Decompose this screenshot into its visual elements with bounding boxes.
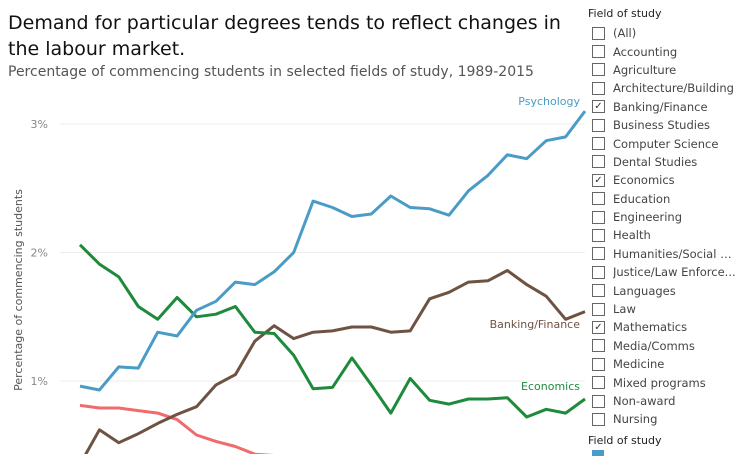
- filter-item-label: Mixed programs: [613, 375, 706, 390]
- filter-checkbox[interactable]: ✓: [592, 100, 605, 114]
- filter-item-label: Languages: [613, 283, 676, 298]
- filter-checkbox[interactable]: [592, 192, 605, 206]
- filter-checkbox[interactable]: [592, 137, 605, 151]
- legend-swatch: [592, 450, 604, 456]
- series-line-mathematics: [79, 403, 275, 454]
- filter-item[interactable]: ✓ Economics: [588, 171, 736, 189]
- filter-checkbox[interactable]: [592, 339, 605, 353]
- filter-checkbox[interactable]: [592, 210, 605, 224]
- filter-item-label: Dental Studies: [613, 154, 698, 169]
- filter-checkbox[interactable]: [592, 155, 605, 169]
- filter-checkbox[interactable]: [592, 26, 605, 40]
- filter-checkbox[interactable]: [592, 302, 605, 316]
- filter-item-label: Engineering: [613, 210, 682, 225]
- filter-item-label: Nursing: [613, 412, 658, 427]
- field-of-study-filter: Field of study (All) Accounting Agricultur…: [588, 6, 736, 447]
- filter-item[interactable]: Architecture/Building: [588, 79, 736, 97]
- filter-item[interactable]: Justice/Law Enforce...: [588, 263, 736, 281]
- filter-checkbox[interactable]: [592, 394, 605, 408]
- filter-item[interactable]: ✓ Mathematics: [588, 318, 736, 336]
- filter-item-label: Non-award: [613, 394, 676, 408]
- filter-item-label: Agriculture: [613, 62, 677, 77]
- y-axis-label: Percentage of commencing students: [12, 189, 25, 391]
- chart-subtitle: Percentage of commencing students in sel…: [8, 64, 534, 80]
- filter-item[interactable]: Engineering: [588, 208, 736, 226]
- filter-item-label: Accounting: [613, 44, 678, 59]
- filter-item[interactable]: ✓ Banking/Finance: [588, 98, 736, 116]
- y-tick-label: 1%: [31, 375, 48, 388]
- legend-header: Field of study: [588, 433, 662, 447]
- filter-item[interactable]: Non-award: [588, 392, 736, 410]
- filter-checkbox[interactable]: [592, 118, 605, 132]
- filter-item[interactable]: Mixed programs: [588, 373, 736, 391]
- filter-checkbox[interactable]: [592, 63, 605, 77]
- filter-checkbox[interactable]: [592, 81, 605, 95]
- filter-item[interactable]: Education: [588, 190, 736, 208]
- filter-item-label: Business Studies: [613, 118, 711, 133]
- filter-item-label: Law: [613, 302, 636, 317]
- series-label: Economics: [521, 380, 580, 393]
- filter-item-label: (All): [613, 26, 637, 41]
- line-chart: 1% 2% 3% Percentage of commencing students P…: [12, 95, 587, 454]
- filter-item[interactable]: Law: [588, 300, 736, 318]
- y-tick-label: 2%: [31, 247, 48, 260]
- y-tick-label: 3%: [31, 118, 48, 131]
- filter-item-label: Humanities/Social Sc...: [613, 246, 736, 261]
- filter-item-label: Mathematics: [613, 320, 688, 335]
- series-label: Psychology: [518, 95, 580, 108]
- series-label: Banking/Finance: [490, 318, 581, 331]
- filter-item[interactable]: Health: [588, 226, 736, 244]
- filter-item[interactable]: Agriculture: [588, 61, 736, 79]
- filter-item-label: Economics: [613, 173, 675, 188]
- filter-item[interactable]: (All): [588, 24, 736, 42]
- filter-item-label: Banking/Finance: [613, 99, 708, 114]
- filter-item-label: Computer Science: [613, 136, 719, 151]
- filter-checkbox[interactable]: [592, 247, 605, 261]
- filter-checkbox[interactable]: ✓: [592, 173, 605, 187]
- filter-checkbox[interactable]: [592, 265, 605, 279]
- filter-list: (All) Accounting Agriculture Architecture/B…: [588, 24, 736, 429]
- filter-checkbox[interactable]: [592, 45, 605, 59]
- filter-item-label: Medicine: [613, 357, 665, 372]
- filter-item-label: Justice/Law Enforce...: [613, 265, 736, 280]
- filter-item[interactable]: Dental Studies: [588, 153, 736, 171]
- filter-item[interactable]: Computer Science: [588, 134, 736, 152]
- filter-header: Field of study: [588, 7, 662, 20]
- filter-checkbox[interactable]: [592, 412, 605, 426]
- filter-item[interactable]: Media/Comms: [588, 337, 736, 355]
- filter-item[interactable]: Business Studies: [588, 116, 736, 134]
- filter-checkbox[interactable]: [592, 357, 605, 371]
- chart-title: Demand for particular degrees tends to r…: [8, 12, 561, 60]
- filter-item-label: Architecture/Building: [613, 81, 734, 96]
- filter-checkbox[interactable]: [592, 376, 605, 390]
- filter-item[interactable]: Medicine: [588, 355, 736, 373]
- series-line-psychology: [79, 110, 587, 392]
- series-line-banking-finance: [84, 269, 586, 454]
- filter-checkbox[interactable]: [592, 228, 605, 242]
- filter-item[interactable]: Humanities/Social Sc...: [588, 245, 736, 263]
- filter-item[interactable]: Accounting: [588, 42, 736, 60]
- filter-checkbox[interactable]: [592, 284, 605, 298]
- filter-item-label: Health: [613, 228, 651, 243]
- filter-item[interactable]: Nursing: [588, 410, 736, 428]
- series-line-economics: [78, 243, 586, 419]
- filter-item[interactable]: Languages: [588, 281, 736, 299]
- filter-checkbox[interactable]: ✓: [592, 320, 605, 334]
- filter-item-label: Education: [613, 191, 671, 206]
- filter-item-label: Media/Comms: [613, 338, 695, 353]
